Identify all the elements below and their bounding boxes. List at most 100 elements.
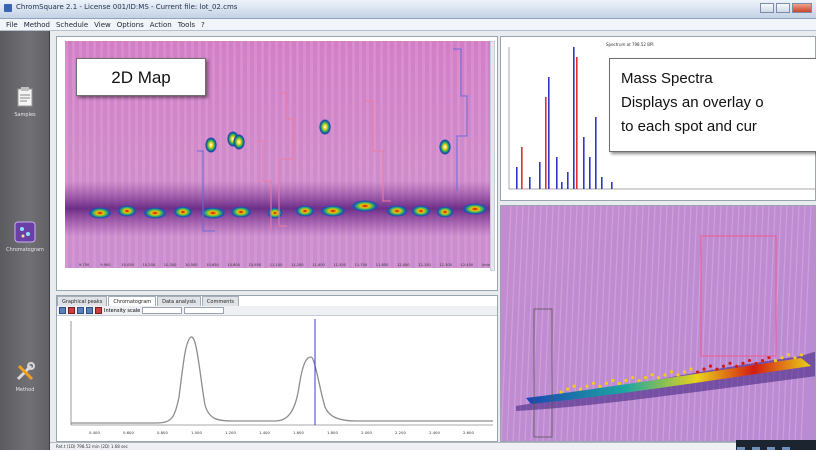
map-stripe <box>380 41 383 268</box>
3d-surface-plot[interactable] <box>501 206 816 442</box>
menu-tools[interactable]: Tools <box>177 20 195 29</box>
menu-view[interactable]: View <box>94 20 111 29</box>
zoom-icon[interactable] <box>59 307 66 314</box>
3d-peak-dot <box>741 361 745 365</box>
sidebar: Samples Chromatogram Method <box>0 31 50 450</box>
3d-peak-dot <box>799 353 804 357</box>
map-stripe <box>135 41 138 268</box>
menu-action[interactable]: Action <box>149 20 172 29</box>
minimize-button[interactable] <box>760 3 774 13</box>
3d-stripe <box>698 206 710 441</box>
chromatogram-tabs: Graphical peaks Chromatogram Data analys… <box>57 296 240 306</box>
map-stripe <box>156 41 159 268</box>
3d-stripe <box>644 206 656 441</box>
spectrum-peak <box>529 177 531 189</box>
map-x-tick: 11.400 <box>312 263 325 267</box>
tab-graphical-peaks[interactable]: Graphical peaks <box>57 296 108 306</box>
3d-peak-dot <box>663 373 667 377</box>
close-button[interactable] <box>792 3 812 13</box>
3d-peak-dot <box>578 387 583 391</box>
sidebar-item-samples[interactable]: Samples <box>5 86 45 118</box>
map-stripe <box>93 41 96 268</box>
map-stripe <box>121 41 124 268</box>
taskbar-icon[interactable] <box>767 447 776 450</box>
map-stripe <box>471 41 474 268</box>
3d-peak-dot <box>598 384 602 388</box>
map-x-tick: 11.100 <box>270 263 283 267</box>
3d-peaks <box>559 353 804 394</box>
map-trace-pink <box>257 140 272 231</box>
map-vertical-scrollbar[interactable] <box>490 41 495 271</box>
clipboard-icon <box>17 87 33 107</box>
map-stripe <box>366 41 369 268</box>
2d-map-plot[interactable]: 9.750 9.900 10.050 10.200 10.350 10.500 10.650… <box>65 41 493 268</box>
table-icon[interactable] <box>77 307 84 314</box>
map-stripe <box>436 41 439 268</box>
spectrum-peak <box>567 172 569 189</box>
3d-stripe <box>662 206 674 441</box>
3d-plot-panel[interactable] <box>500 205 816 442</box>
map-hotspot <box>230 206 252 218</box>
taskbar-icon[interactable] <box>782 447 791 450</box>
map-trace-pink <box>278 92 294 227</box>
spectrum-peak <box>601 177 603 189</box>
3d-peak-dot <box>689 367 693 371</box>
tab-comments[interactable]: Comments <box>201 296 240 306</box>
3d-peak-dot <box>773 359 778 363</box>
map-stripe <box>394 41 397 268</box>
3d-stripe <box>764 206 776 441</box>
map-trace-pink <box>365 100 391 202</box>
mass-spectrum-plot[interactable]: Spectrum at 798.52 BPI <box>501 37 816 201</box>
menu-help[interactable]: ? <box>200 20 205 29</box>
menu-file[interactable]: File <box>6 20 18 29</box>
map-hotspot <box>267 207 283 219</box>
map-stripe <box>401 41 404 268</box>
3d-peak-dot <box>559 390 563 394</box>
map-stripe <box>345 41 348 268</box>
export-icon[interactable] <box>86 307 93 314</box>
menu-options[interactable]: Options <box>116 20 144 29</box>
spectrum-peak <box>595 117 597 189</box>
map-stripe <box>289 41 292 268</box>
intensity-max-field[interactable] <box>184 307 225 314</box>
menu-method[interactable]: Method <box>23 20 50 29</box>
menu-schedule[interactable]: Schedule <box>55 20 89 29</box>
map-stripe <box>408 41 411 268</box>
3d-peak-dot <box>637 379 641 383</box>
map-stripe <box>359 41 362 268</box>
map-stripe <box>170 41 173 268</box>
sidebar-item-label: Samples <box>14 112 36 118</box>
3d-peak-dot <box>604 381 609 385</box>
chromatogram-x-tick: 1.600 <box>293 430 304 435</box>
taskbar-icon[interactable] <box>737 447 745 450</box>
3d-peak-dot <box>585 384 589 388</box>
taskbar-icon[interactable] <box>752 447 761 450</box>
3d-stripe <box>704 206 716 441</box>
print-icon[interactable] <box>95 307 102 314</box>
chromatogram-plot[interactable]: 0.400 0.600 0.800 1.000 1.200 1.400 1.600 1.800… <box>57 317 497 441</box>
map-hotspot <box>320 205 346 217</box>
map-x-tick: 12.450 <box>461 263 474 267</box>
chromatogram-x-tick: 0.600 <box>123 430 134 435</box>
spectrum-peak <box>556 157 558 189</box>
map-hotspot <box>411 205 431 217</box>
intensity-min-field[interactable] <box>142 307 183 314</box>
3d-peak-dot <box>624 378 628 383</box>
map-spot <box>205 137 217 153</box>
3d-peak-dot <box>630 375 635 380</box>
tab-data-analysis[interactable]: Data analysis <box>157 296 201 306</box>
tab-chromatogram[interactable]: Chromatogram <box>108 296 157 306</box>
map-x-tick: 9.750 <box>79 263 90 267</box>
3d-stripe <box>668 206 680 441</box>
sidebar-item-chromatogram[interactable]: Chromatogram <box>5 221 45 253</box>
chart-icon[interactable] <box>68 307 75 314</box>
maximize-button[interactable] <box>776 3 790 13</box>
map-stripe <box>485 41 488 268</box>
3d-stripe <box>716 206 728 441</box>
chromatogram-x-tick: 2.000 <box>361 430 372 435</box>
map-stripe <box>184 41 187 268</box>
chromatogram-x-tick: 0.800 <box>157 430 168 435</box>
callout-ms-line1: Displays an overlay o <box>621 94 764 111</box>
3d-stripe <box>680 206 692 441</box>
sidebar-item-method[interactable]: Method <box>5 361 45 393</box>
